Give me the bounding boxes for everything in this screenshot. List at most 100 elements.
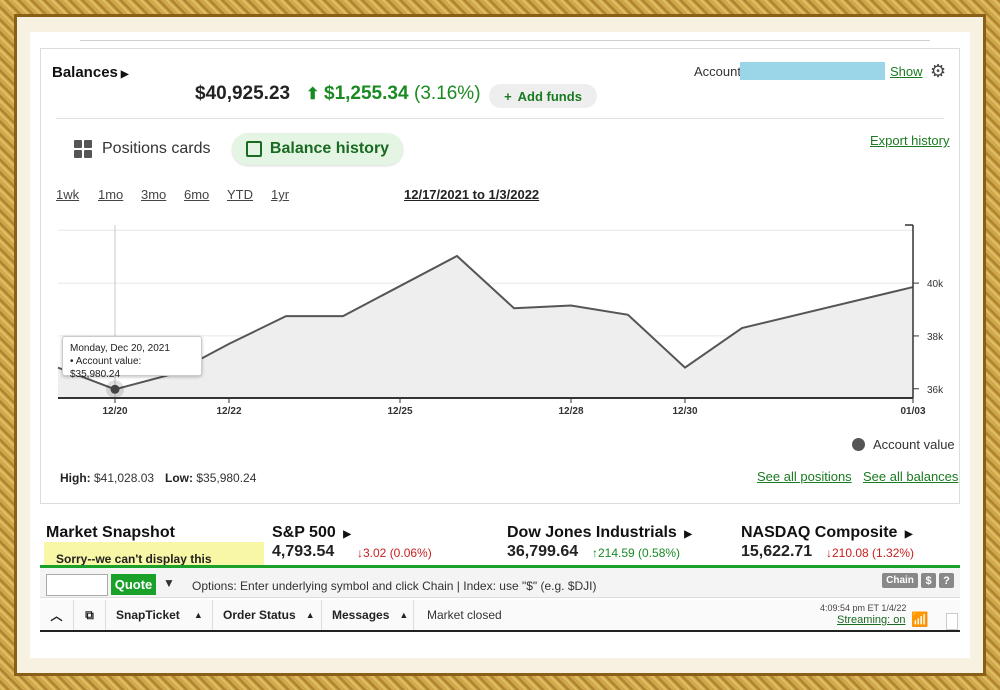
messages-label: Messages bbox=[332, 608, 390, 622]
chevron-up-icon: ︿ bbox=[50, 608, 63, 623]
index-dow-value: 36,799.64 bbox=[507, 543, 579, 560]
high-amount: $41,028.03 bbox=[94, 471, 155, 485]
window-popout-icon: ⧉ bbox=[85, 607, 94, 622]
bottom-toolbar bbox=[40, 600, 960, 632]
timestamp: 4:09:54 pm ET 1/4/22 bbox=[820, 603, 907, 613]
high-label: High: bbox=[60, 471, 91, 485]
x-tick-label: 12/22 bbox=[216, 406, 241, 417]
triangle-up-icon: ▲ bbox=[193, 610, 203, 620]
popout-button[interactable]: ⧉ bbox=[74, 600, 106, 630]
collapse-button[interactable]: ︿ bbox=[40, 600, 74, 630]
balance-history-toggle[interactable]: Balance history bbox=[232, 133, 403, 165]
index-name-label: NASDAQ Composite bbox=[741, 524, 898, 541]
order-status-label: Order Status bbox=[223, 608, 296, 622]
tooltip-date: Monday, Dec 20, 2021 bbox=[70, 343, 170, 354]
index-dow-name[interactable]: Dow Jones Industrials ▶ bbox=[507, 524, 692, 542]
index-sp500-change: ↓3.02 (0.06%) bbox=[357, 546, 432, 560]
quote-symbol-input[interactable] bbox=[46, 574, 108, 596]
account-label: Account: bbox=[694, 64, 745, 79]
snapticket-label: SnapTicket bbox=[116, 608, 180, 622]
divider bbox=[56, 118, 944, 119]
chart-legend: Account value bbox=[852, 437, 955, 452]
gain-percent: (3.16%) bbox=[414, 83, 481, 104]
see-all-positions-link[interactable]: See all positions bbox=[757, 469, 852, 484]
y-tick-label: 36k bbox=[927, 385, 944, 396]
see-all-balances-link[interactable]: See all balances bbox=[863, 469, 959, 484]
chain-button[interactable]: Chain bbox=[882, 573, 918, 588]
triangle-up-icon: ▲ bbox=[399, 610, 409, 620]
low-amount: $35,980.24 bbox=[196, 471, 257, 485]
index-name-label: S&P 500 bbox=[272, 524, 336, 541]
help-button[interactable]: ? bbox=[939, 573, 954, 588]
legend-label: Account value bbox=[873, 437, 955, 452]
grid-icon bbox=[74, 140, 92, 158]
order-status-tab[interactable]: Order Status ▲ bbox=[213, 600, 322, 630]
range-1yr[interactable]: 1yr bbox=[271, 187, 290, 202]
balances-title[interactable]: Balances ▶ bbox=[52, 64, 129, 81]
messages-tab[interactable]: Messages ▲ bbox=[322, 600, 414, 630]
index-dow-change: ↑214.59 (0.58%) bbox=[592, 546, 681, 560]
quote-dropdown-caret-icon[interactable]: ▼ bbox=[163, 576, 175, 590]
balance-history-label: Balance history bbox=[269, 140, 390, 157]
range-ytd[interactable]: YTD bbox=[227, 187, 253, 202]
low-label: Low: bbox=[165, 471, 193, 485]
y-tick-label: 40k bbox=[927, 279, 944, 290]
gear-icon[interactable]: ⚙ bbox=[930, 61, 947, 81]
index-nasdaq-change: ↓210.08 (1.32%) bbox=[826, 546, 915, 560]
show-account-link[interactable]: Show bbox=[890, 64, 923, 79]
dollar-button[interactable]: $ bbox=[921, 573, 936, 588]
x-tick-label: 12/25 bbox=[387, 406, 412, 417]
quote-button[interactable]: Quote bbox=[111, 574, 156, 595]
market-snapshot-title: Market Snapshot bbox=[46, 524, 175, 541]
gain-value: $1,255.34 bbox=[324, 83, 409, 104]
snapshot-warning: Sorry--we can't display this bbox=[44, 542, 264, 568]
caret-right-icon: ▶ bbox=[684, 529, 692, 540]
x-tick-label: 01/03 bbox=[900, 406, 925, 417]
account-number-redacted bbox=[740, 62, 885, 80]
tooltip-value: • Account value: $35,980.24 bbox=[70, 356, 142, 380]
chart-tooltip: Monday, Dec 20, 2021 • Account value: $3… bbox=[62, 336, 202, 380]
y-tick-label: 38k bbox=[927, 332, 944, 343]
index-sp500-value: 4,793.54 bbox=[272, 543, 335, 560]
caret-right-icon: ▶ bbox=[120, 69, 129, 80]
snapticket-tab[interactable]: SnapTicket ▲ bbox=[106, 600, 213, 630]
export-history-link[interactable]: Export history bbox=[870, 133, 950, 148]
range-1mo[interactable]: 1mo bbox=[98, 187, 124, 202]
index-nasdaq-value: 15,622.71 bbox=[741, 543, 813, 560]
high-value: High: $41,028.03 bbox=[60, 471, 154, 485]
streaming-toggle[interactable]: Streaming: on bbox=[837, 614, 906, 626]
low-value: Low: $35,980.24 bbox=[165, 471, 256, 485]
quote-bar bbox=[40, 568, 960, 598]
scrollbar[interactable] bbox=[946, 613, 958, 630]
series-area bbox=[58, 255, 913, 398]
index-name-label: Dow Jones Industrials bbox=[507, 524, 677, 541]
top-tab-strip bbox=[80, 40, 930, 48]
up-arrow-icon: ⬆ bbox=[306, 86, 320, 103]
options-hint: Options: Enter underlying symbol and cli… bbox=[192, 579, 597, 593]
balance-value: $40,925.23 bbox=[195, 83, 291, 104]
positions-cards-label: Positions cards bbox=[102, 140, 211, 157]
wifi-icon: 📶 bbox=[911, 611, 929, 627]
x-tick-label: 12/30 bbox=[672, 406, 697, 417]
range-3mo[interactable]: 3mo bbox=[141, 187, 167, 202]
x-tick-label: 12/28 bbox=[558, 406, 583, 417]
index-sp500-name[interactable]: S&P 500 ▶ bbox=[272, 524, 351, 542]
plus-icon: + bbox=[504, 88, 512, 104]
x-tick-label: 12/20 bbox=[102, 406, 127, 417]
positions-cards-toggle[interactable]: Positions cards bbox=[74, 140, 211, 158]
data-point bbox=[110, 384, 120, 394]
caret-right-icon: ▶ bbox=[343, 529, 351, 540]
caret-right-icon: ▶ bbox=[904, 529, 913, 540]
add-funds-button[interactable]: + Add funds bbox=[489, 84, 597, 108]
balances-panel bbox=[40, 48, 960, 504]
quote-bar-accent bbox=[40, 565, 960, 568]
balances-title-text: Balances bbox=[52, 64, 118, 81]
market-status: Market closed bbox=[427, 608, 502, 622]
range-1wk[interactable]: 1wk bbox=[56, 187, 80, 202]
index-nasdaq-name[interactable]: NASDAQ Composite ▶ bbox=[741, 524, 913, 542]
date-range-link[interactable]: 12/17/2021 to 1/3/2022 bbox=[404, 187, 540, 202]
add-funds-label: Add funds bbox=[517, 88, 582, 104]
line-chart-icon bbox=[245, 141, 262, 157]
legend-dot-icon bbox=[852, 438, 865, 451]
range-6mo[interactable]: 6mo bbox=[184, 187, 210, 202]
